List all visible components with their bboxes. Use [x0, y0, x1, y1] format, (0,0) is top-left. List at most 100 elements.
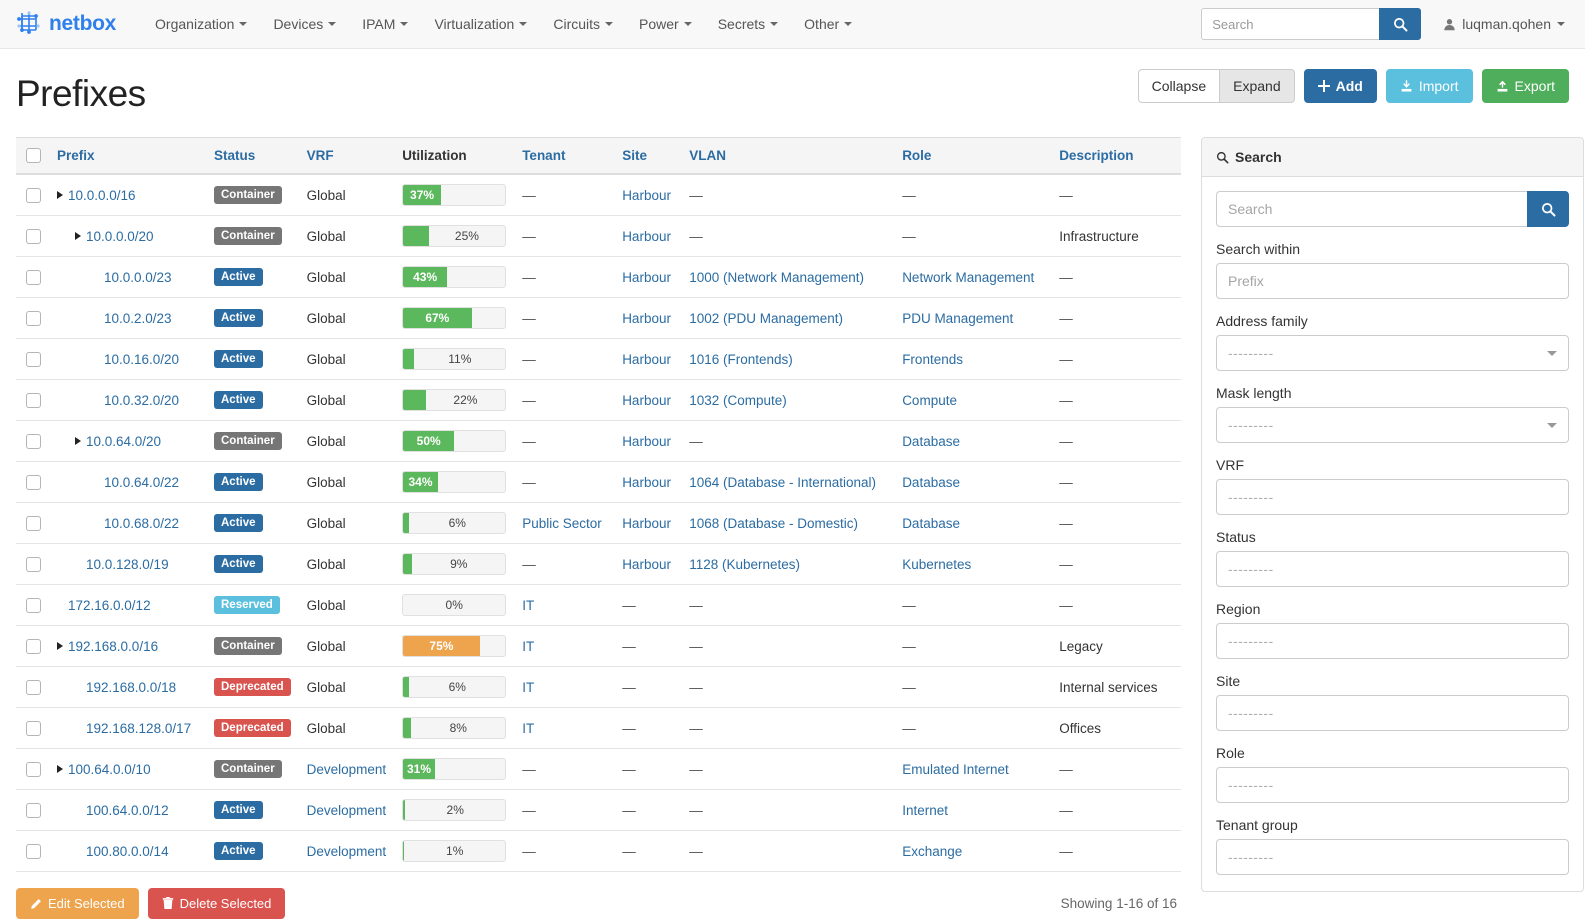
role-value[interactable]: Network Management: [902, 269, 1035, 285]
edit-selected-button[interactable]: Edit Selected: [16, 888, 139, 919]
global-search-input[interactable]: [1201, 8, 1380, 40]
collapse-button[interactable]: Collapse: [1137, 69, 1221, 103]
vlan-value[interactable]: 1016 (Frontends): [689, 351, 793, 367]
row-select-checkbox[interactable]: [26, 843, 41, 859]
site-value[interactable]: Harbour: [622, 269, 671, 285]
nav-item-devices[interactable]: Devices: [260, 10, 349, 38]
prefix-link[interactable]: 10.0.68.0/22: [104, 515, 180, 531]
role-value[interactable]: Frontends: [902, 351, 963, 367]
vlan-value[interactable]: 1000 (Network Management): [689, 269, 865, 285]
column-header-role[interactable]: Role: [894, 137, 1052, 175]
row-select-checkbox[interactable]: [26, 474, 41, 490]
prefix-link[interactable]: 100.64.0.0/10: [68, 761, 151, 777]
prefix-link[interactable]: 10.0.0.0/16: [68, 187, 136, 203]
role-value[interactable]: PDU Management: [902, 310, 1014, 326]
role-value[interactable]: Emulated Internet: [902, 761, 1009, 777]
user-menu[interactable]: luqman.qohen: [1443, 16, 1569, 32]
prefix-link[interactable]: 100.64.0.0/12: [86, 802, 169, 818]
prefix-link[interactable]: 192.168.0.0/18: [86, 679, 177, 695]
tenant-value[interactable]: Public Sector: [522, 515, 602, 531]
row-select-checkbox[interactable]: [26, 433, 41, 449]
expand-triangle-icon[interactable]: [57, 191, 63, 199]
row-select-checkbox[interactable]: [26, 720, 41, 736]
filter-select-site[interactable]: ---------: [1216, 695, 1569, 731]
site-value[interactable]: Harbour: [622, 556, 671, 572]
vlan-value[interactable]: 1032 (Compute): [689, 392, 787, 408]
nav-item-other[interactable]: Other: [791, 10, 865, 38]
filter-select-role[interactable]: ---------: [1216, 767, 1569, 803]
filter-select-mask-length[interactable]: ---------: [1216, 407, 1569, 443]
delete-selected-button[interactable]: Delete Selected: [147, 888, 286, 919]
nav-item-power[interactable]: Power: [626, 10, 705, 38]
prefix-link[interactable]: 10.0.32.0/20: [104, 392, 180, 408]
nav-item-organization[interactable]: Organization: [142, 10, 260, 38]
vlan-value[interactable]: 1068 (Database - Domestic): [689, 515, 859, 531]
row-select-checkbox[interactable]: [26, 187, 41, 203]
site-value[interactable]: Harbour: [622, 433, 671, 449]
prefix-link[interactable]: 10.0.16.0/20: [104, 351, 180, 367]
filter-select-region[interactable]: ---------: [1216, 623, 1569, 659]
tenant-value[interactable]: IT: [522, 679, 535, 695]
expand-button[interactable]: Expand: [1220, 69, 1295, 103]
row-select-checkbox[interactable]: [26, 228, 41, 244]
vlan-value[interactable]: 1128 (Kubernetes): [689, 556, 801, 572]
prefix-link[interactable]: 100.80.0.0/14: [86, 843, 169, 859]
filter-input-search-within[interactable]: [1216, 263, 1569, 299]
row-select-checkbox[interactable]: [26, 310, 41, 326]
site-value[interactable]: Harbour: [622, 392, 671, 408]
prefix-link[interactable]: 192.168.128.0/17: [86, 720, 192, 736]
site-value[interactable]: Harbour: [622, 310, 671, 326]
tenant-value[interactable]: IT: [522, 720, 535, 736]
tenant-value[interactable]: IT: [522, 638, 535, 654]
role-value[interactable]: Database: [902, 474, 960, 490]
role-value[interactable]: Database: [902, 433, 960, 449]
prefix-link[interactable]: 10.0.128.0/19: [86, 556, 169, 572]
column-header-prefix[interactable]: Prefix: [49, 137, 206, 175]
expand-triangle-icon[interactable]: [57, 642, 63, 650]
column-header-site[interactable]: Site: [614, 137, 682, 175]
expand-triangle-icon[interactable]: [75, 232, 81, 240]
row-select-checkbox[interactable]: [26, 351, 41, 367]
filter-select-tenant-group[interactable]: ---------: [1216, 839, 1569, 875]
prefix-link[interactable]: 10.0.0.0/23: [104, 269, 172, 285]
filter-select-vrf[interactable]: ---------: [1216, 479, 1569, 515]
site-value[interactable]: Harbour: [622, 351, 671, 367]
export-button[interactable]: Export: [1481, 69, 1569, 103]
vrf-value[interactable]: Development: [306, 802, 387, 818]
column-header-status[interactable]: Status: [206, 137, 299, 175]
site-value[interactable]: Harbour: [622, 474, 671, 490]
expand-triangle-icon[interactable]: [57, 765, 63, 773]
expand-triangle-icon[interactable]: [75, 437, 81, 445]
import-button[interactable]: Import: [1385, 69, 1473, 103]
site-value[interactable]: Harbour: [622, 187, 671, 203]
column-header-vlan[interactable]: VLAN: [681, 137, 895, 175]
column-header-vrf[interactable]: VRF: [298, 137, 395, 175]
role-value[interactable]: Internet: [902, 802, 948, 818]
prefix-link[interactable]: 10.0.64.0/22: [104, 474, 180, 490]
tenant-value[interactable]: IT: [522, 597, 535, 613]
row-select-checkbox[interactable]: [26, 597, 41, 613]
row-select-checkbox[interactable]: [26, 802, 41, 818]
filter-select-status[interactable]: ---------: [1216, 551, 1569, 587]
vrf-value[interactable]: Development: [306, 761, 387, 777]
sidebar-search-button[interactable]: [1527, 191, 1569, 227]
role-value[interactable]: Database: [902, 515, 960, 531]
select-all-checkbox[interactable]: [26, 148, 41, 163]
row-select-checkbox[interactable]: [26, 556, 41, 572]
prefix-link[interactable]: 172.16.0.0/12: [68, 597, 151, 613]
column-header-description[interactable]: Description: [1051, 137, 1181, 175]
nav-item-circuits[interactable]: Circuits: [540, 10, 626, 38]
role-value[interactable]: Exchange: [902, 843, 963, 859]
global-search-button[interactable]: [1379, 8, 1422, 40]
row-select-checkbox[interactable]: [26, 638, 41, 654]
nav-item-secrets[interactable]: Secrets: [705, 10, 791, 38]
role-value[interactable]: Kubernetes: [902, 556, 972, 572]
row-select-checkbox[interactable]: [26, 269, 41, 285]
netbox-logo[interactable]: netbox: [16, 10, 116, 39]
nav-item-virtualization[interactable]: Virtualization: [421, 10, 540, 38]
column-header-tenant[interactable]: Tenant: [514, 137, 615, 175]
filter-select-address-family[interactable]: ---------: [1216, 335, 1569, 371]
vrf-value[interactable]: Development: [306, 843, 387, 859]
vlan-value[interactable]: 1002 (PDU Management): [689, 310, 844, 326]
prefix-link[interactable]: 10.0.2.0/23: [104, 310, 172, 326]
